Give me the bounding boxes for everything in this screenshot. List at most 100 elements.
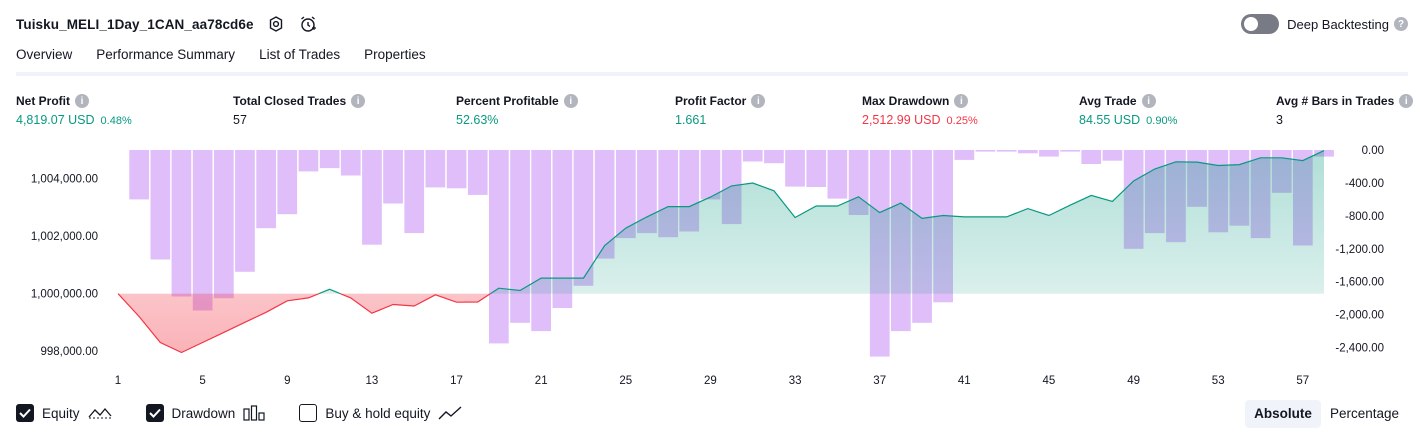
stat-avg-bars-in-trades: Avg # Bars in Trades i 3 — [1276, 94, 1414, 127]
drawdown-bar — [996, 150, 1017, 152]
drawdown-bar — [510, 150, 530, 323]
strategy-name: Tuisku_MELI_1Day_1CAN_aa78cd6e — [16, 16, 254, 32]
equity-area — [118, 150, 1324, 353]
tab-overview[interactable]: Overview — [16, 47, 73, 75]
info-icon[interactable]: i — [954, 94, 969, 108]
x-axis-tick-label: 5 — [199, 375, 205, 387]
report-tabs: Overview Performance Summary List of Tra… — [16, 47, 450, 75]
stat-label: Percent Profitable — [456, 94, 559, 108]
stat-value: 3 — [1276, 113, 1283, 127]
percentage-button[interactable]: Percentage — [1329, 406, 1399, 421]
info-icon[interactable]: i — [1141, 94, 1156, 108]
drawdown-bar — [319, 150, 340, 169]
info-icon[interactable]: i — [751, 94, 766, 108]
drawdown-bar — [637, 150, 657, 234]
drawdown-bars-icon — [243, 405, 265, 421]
x-axis-tick-label: 21 — [535, 375, 548, 387]
info-icon[interactable]: i — [75, 94, 89, 108]
drawdown-bar — [975, 150, 996, 152]
stats-row: Net Profit i 4,819.07 USD 0.48% Total Clos… — [16, 94, 1416, 134]
stat-value: 57 — [233, 113, 247, 127]
stat-percent: 0.25% — [946, 115, 978, 127]
deep-backtesting-label: Deep Backtesting — [1287, 16, 1389, 32]
drawdown-bar — [1018, 150, 1038, 154]
stat-profit-factor: Profit Factor i 1.661 — [675, 94, 766, 127]
drawdown-bar — [129, 150, 149, 200]
drawdown-bar — [214, 150, 234, 299]
drawdown-bar — [256, 150, 276, 229]
drawdown-bar — [277, 150, 298, 215]
x-axis-tick-label: 49 — [1127, 375, 1140, 387]
chart-legend: Equity Drawdown Buy & hold equity — [16, 404, 496, 422]
absolute-button[interactable]: Absolute — [1245, 400, 1321, 428]
drawdown-bar — [1314, 150, 1334, 157]
tab-list-of-trades[interactable]: List of Trades — [259, 47, 341, 62]
legend-equity[interactable]: Equity — [16, 404, 112, 422]
deep-backtesting-toggle[interactable] — [1241, 14, 1280, 34]
x-axis: 1 5 9 13 17 21 25 29 33 37 41 45 49 53 57 — [115, 375, 1309, 387]
buy-hold-line-icon — [438, 405, 462, 421]
stat-percent-profitable: Percent Profitable i 52.63% — [456, 94, 578, 127]
checkbox-unchecked[interactable] — [299, 404, 318, 422]
info-icon[interactable]: i — [563, 94, 578, 108]
checkbox-checked[interactable] — [16, 404, 34, 422]
x-axis-tick-label: 53 — [1212, 375, 1225, 387]
x-axis-tick-label: 33 — [789, 375, 802, 387]
help-icon[interactable]: ? — [1394, 17, 1408, 31]
drawdown-bar — [827, 150, 848, 199]
drawdown-bar — [1039, 150, 1059, 157]
stat-percent: 0.48% — [100, 115, 132, 127]
drawdown-bar — [446, 150, 467, 189]
stat-label: Net Profit — [16, 94, 70, 108]
legend-label: Equity — [42, 405, 80, 421]
drawdown-bar — [764, 150, 784, 164]
drawdown-bar — [742, 150, 763, 162]
right-axis-tick-label: -2,400.00 — [1335, 343, 1384, 355]
x-axis-tick-label: 41 — [958, 375, 971, 387]
stat-value: 2,512.99 USD — [862, 113, 941, 127]
drawdown-bar — [594, 150, 615, 259]
left-axis-tick-label: 1,004,000.00 — [31, 174, 98, 186]
tabs-divider — [16, 72, 1408, 76]
legend-buy-hold[interactable]: Buy & hold equity — [299, 404, 462, 422]
drawdown-bar — [362, 150, 382, 245]
drawdown-bar — [404, 150, 425, 234]
info-icon[interactable]: i — [351, 94, 366, 108]
right-axis-tick-label: -1,200.00 — [1335, 244, 1384, 256]
equity-line-icon — [88, 405, 112, 421]
right-axis-tick-label: -2,000.00 — [1335, 310, 1384, 322]
drawdown-bar — [785, 150, 805, 187]
x-axis-tick-label: 29 — [704, 375, 717, 387]
equity-profit-area — [118, 150, 1324, 294]
drawdown-bar — [171, 150, 192, 297]
drawdown-bar — [467, 150, 488, 195]
stat-label: Avg Trade — [1079, 94, 1137, 108]
drawdown-bar — [954, 150, 975, 160]
x-axis-tick-label: 9 — [284, 375, 290, 387]
drawdown-bar — [425, 150, 446, 188]
drawdown-bar — [192, 150, 213, 311]
tab-properties[interactable]: Properties — [364, 47, 426, 62]
deep-backtesting: Deep Backtesting ? — [1241, 12, 1408, 36]
drawdown-bar — [1060, 150, 1080, 152]
drawdown-bar — [552, 150, 573, 308]
equity-line — [117, 150, 1325, 354]
right-axis-tick-label: -800.00 — [1345, 211, 1384, 223]
tab-performance-summary[interactable]: Performance Summary — [96, 47, 236, 62]
x-axis-tick-label: 45 — [1043, 375, 1056, 387]
info-icon[interactable]: i — [1399, 94, 1414, 108]
stat-value: 52.63% — [456, 113, 499, 127]
drawdown-bar — [340, 150, 361, 176]
settings-icon[interactable] — [266, 14, 286, 34]
checkbox-checked[interactable] — [145, 404, 164, 422]
legend-drawdown[interactable]: Drawdown — [145, 404, 266, 422]
left-axis-tick-label: 1,000,000.00 — [31, 289, 98, 301]
alarm-clock-icon[interactable] — [298, 14, 318, 34]
x-axis-tick-label: 13 — [366, 375, 379, 387]
stat-max-drawdown: Max Drawdown i 2,512.99 USD 0.25% — [862, 94, 978, 127]
drawdown-bar — [531, 150, 551, 332]
right-axis-tick-label: -1,600.00 — [1335, 277, 1384, 289]
equity-drawdown-chart[interactable]: 998,000.00 1,000,000.00 1,002,000.00 1,004,… — [0, 138, 1424, 398]
x-axis-tick-label: 57 — [1296, 375, 1309, 387]
x-axis-tick-label: 25 — [619, 375, 632, 387]
